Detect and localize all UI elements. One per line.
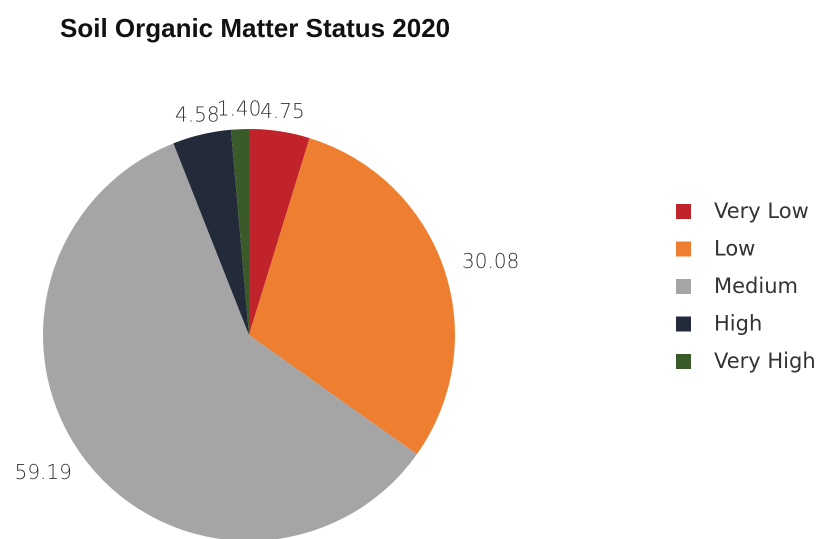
data-label: 4.75 <box>260 99 305 123</box>
pie-slice <box>43 143 417 539</box>
pie-slice <box>249 138 456 455</box>
legend-swatch <box>676 204 691 219</box>
pie-slice <box>173 129 249 335</box>
legend-label: Medium <box>714 274 798 298</box>
legend-swatch <box>676 279 691 294</box>
legend-label: Very Low <box>714 199 809 223</box>
pie-slice <box>230 129 249 335</box>
legend-label: Low <box>714 237 755 261</box>
legend-swatch <box>676 241 691 257</box>
data-label: 1.40 <box>217 97 262 121</box>
legend-swatch <box>676 354 691 369</box>
data-label: 30.08 <box>462 249 519 273</box>
legend-label: High <box>714 312 762 336</box>
data-label: 4.58 <box>175 103 220 127</box>
chart-title: Soil Organic Matter Status 2020 <box>60 13 450 43</box>
data-label: 59.19 <box>15 460 72 484</box>
pie-slice <box>249 129 310 335</box>
legend-label: Very High <box>714 349 816 373</box>
legend-swatch <box>676 316 691 332</box>
